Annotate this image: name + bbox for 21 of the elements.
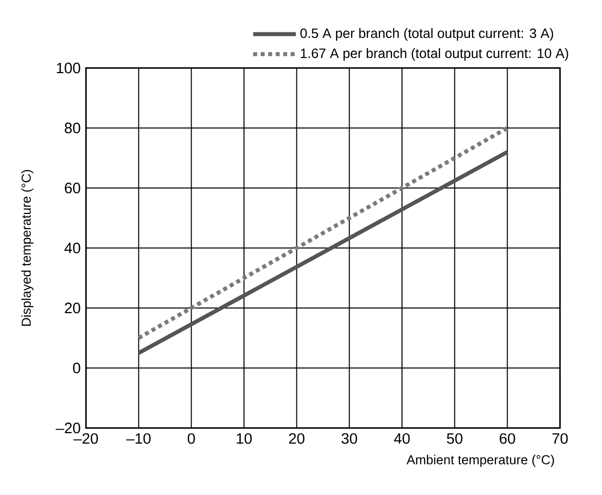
x-tick-label: –10: [126, 433, 151, 444]
x-tick-label: 60: [500, 433, 516, 444]
y-tick-label: 20: [64, 302, 80, 314]
y-tick-label: 80: [64, 122, 80, 134]
y-tick-label: 0: [73, 362, 80, 374]
x-tick-label: 20: [289, 433, 304, 444]
x-tick-label: –20: [73, 433, 98, 444]
x-tick-label: 0: [188, 433, 195, 444]
x-tick-label: 10: [236, 433, 252, 444]
y-tick-label: 60: [64, 182, 80, 194]
x-tick-label: 50: [446, 433, 462, 444]
legend-label: 1.67 A per branch (total output current: 10 A): [300, 48, 568, 61]
x-tick-label: 40: [394, 433, 410, 444]
y-tick-label: –20: [56, 422, 80, 434]
y-tick-label: 100: [56, 62, 80, 74]
y-axis-title: Displayed temperature (°C): [21, 170, 34, 326]
y-tick-label: 40: [64, 242, 80, 254]
x-tick-label: 70: [552, 433, 568, 444]
x-axis-title: Ambient temperature (°C): [406, 454, 554, 467]
x-tick-label: 30: [342, 433, 358, 444]
legend-label: 0.5 A per branch (total output current: 3 A): [300, 28, 554, 41]
